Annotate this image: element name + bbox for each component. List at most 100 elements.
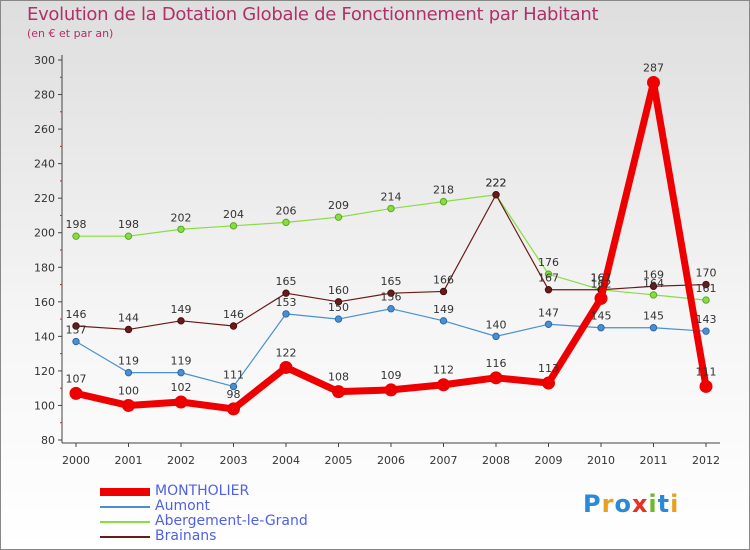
data-label-brainans: 167 (538, 272, 559, 285)
legend-swatch (100, 506, 150, 508)
x-tick-label: 2003 (220, 454, 248, 467)
y-tick-label: 280 (34, 89, 55, 102)
data-label-brainans: 149 (171, 303, 192, 316)
y-tick-label: 300 (34, 54, 55, 67)
data-point-brainans (177, 317, 185, 325)
proxiti-logo: Proxiti (583, 490, 679, 518)
data-point-aumont (597, 324, 605, 332)
data-point-brainans (334, 298, 343, 306)
data-point-montholier (647, 75, 660, 89)
data-point-brainans (702, 280, 710, 289)
legend-label: Brainans (155, 528, 217, 544)
data-label-aumont: 143 (696, 313, 717, 326)
data-label-brainans: 160 (328, 284, 349, 297)
data-label-brainans: 169 (643, 268, 664, 281)
data-label-brainans: 165 (381, 275, 402, 288)
data-label-brainans: 166 (433, 273, 454, 286)
x-tick-label: 2000 (62, 454, 90, 467)
data-point-abergement-le-grand (229, 222, 238, 230)
data-label-aumont: 119 (171, 355, 192, 368)
y-tick-label: 160 (34, 296, 55, 309)
data-label-brainans: 167 (591, 272, 612, 285)
data-label-montholier: 112 (433, 364, 454, 377)
data-point-aumont (702, 327, 710, 335)
data-label-aumont: 147 (538, 306, 559, 319)
x-tick-label: 2002 (167, 454, 195, 467)
data-point-aumont (387, 305, 395, 313)
data-label-montholier: 122 (276, 346, 297, 359)
logo-letter: r (601, 490, 615, 518)
data-point-montholier (227, 402, 240, 416)
data-label-brainans: 170 (696, 267, 717, 280)
x-tick-label: 2009 (535, 454, 563, 467)
data-label-montholier: 107 (66, 372, 87, 385)
series-lines (69, 75, 713, 416)
data-point-brainans (649, 282, 658, 290)
data-label-aumont: 111 (223, 368, 244, 381)
data-point-brainans (492, 191, 500, 199)
data-label-brainans: 144 (118, 311, 139, 324)
data-point-montholier (122, 398, 135, 412)
data-point-aumont (492, 332, 500, 341)
legend-label: MONTHOLIER (155, 483, 250, 499)
data-label-abergement-le-grand: 202 (171, 211, 192, 224)
x-tick-label: 2001 (115, 454, 143, 467)
data-point-aumont (72, 337, 80, 346)
data-label-brainans: 146 (66, 308, 87, 321)
data-point-aumont (229, 382, 238, 391)
data-point-montholier (489, 371, 503, 385)
data-point-aumont (544, 320, 553, 328)
data-label-montholier: 162 (591, 277, 612, 290)
data-label-montholier: 111 (696, 365, 717, 378)
line-chart: 80 100 120 140 160 180 200 220 240 260 280 300 2000 2… (34, 54, 720, 467)
data-point-abergement-le-grand (177, 225, 185, 233)
data-label-abergement-le-grand: 198 (118, 218, 139, 231)
data-point-montholier (437, 378, 450, 392)
chart-title: Evolution de la Dotation Globale de Fonc… (27, 4, 599, 25)
data-point-brainans (124, 325, 133, 334)
logo-letter: P (583, 490, 602, 518)
data-point-montholier (542, 376, 555, 390)
data-point-abergement-le-grand (649, 291, 658, 299)
x-tick-label: 2004 (272, 454, 300, 467)
x-tick-label: 2005 (325, 454, 353, 467)
data-label-abergement-le-grand: 218 (433, 184, 454, 197)
x-tick-label: 2012 (692, 454, 720, 467)
data-label-montholier: 287 (643, 61, 664, 74)
data-label-abergement-le-grand: 214 (381, 191, 402, 204)
data-label-montholier: 116 (486, 357, 507, 370)
legend-label: Aumont (155, 498, 211, 514)
data-label-aumont: 140 (486, 318, 507, 331)
data-point-montholier (279, 360, 293, 374)
x-tick-label: 2011 (640, 454, 668, 467)
data-point-aumont (177, 368, 185, 377)
data-label-montholier: 113 (538, 362, 559, 375)
logo-letter: i (670, 490, 680, 518)
y-tick-label: 80 (41, 434, 55, 447)
data-label-abergement-le-grand: 222 (486, 177, 507, 190)
y-tick-label: 260 (34, 123, 55, 136)
data-label-montholier: 98 (227, 388, 241, 401)
data-label-aumont: 156 (381, 291, 402, 304)
y-tick-label: 120 (34, 365, 55, 378)
legend-swatch (100, 488, 150, 496)
data-point-aumont (649, 324, 658, 332)
logo-letter: x (631, 490, 649, 518)
data-point-abergement-le-grand (124, 232, 133, 240)
data-label-abergement-le-grand: 167 (591, 272, 612, 285)
data-label-brainans: 146 (223, 308, 244, 321)
data-label-aumont: 149 (433, 303, 454, 316)
data-point-abergement-le-grand (334, 213, 343, 221)
logo-letter: o (614, 490, 632, 518)
chart-subtitle: (en € et par an) (27, 27, 114, 40)
y-tick-label: 140 (34, 330, 55, 343)
data-label-abergement-le-grand: 206 (276, 204, 297, 217)
y-tick-label: 200 (34, 227, 55, 240)
data-labels: 198 198 202 204 206 209 214 218 222 176 167 164 161 1… (66, 61, 717, 400)
data-point-aumont (124, 368, 133, 377)
data-point-montholier (174, 395, 188, 409)
data-point-brainans (387, 289, 395, 297)
data-point-montholier (699, 379, 713, 393)
x-tick-label: 2010 (587, 454, 615, 467)
data-label-abergement-le-grand: 176 (538, 256, 559, 269)
